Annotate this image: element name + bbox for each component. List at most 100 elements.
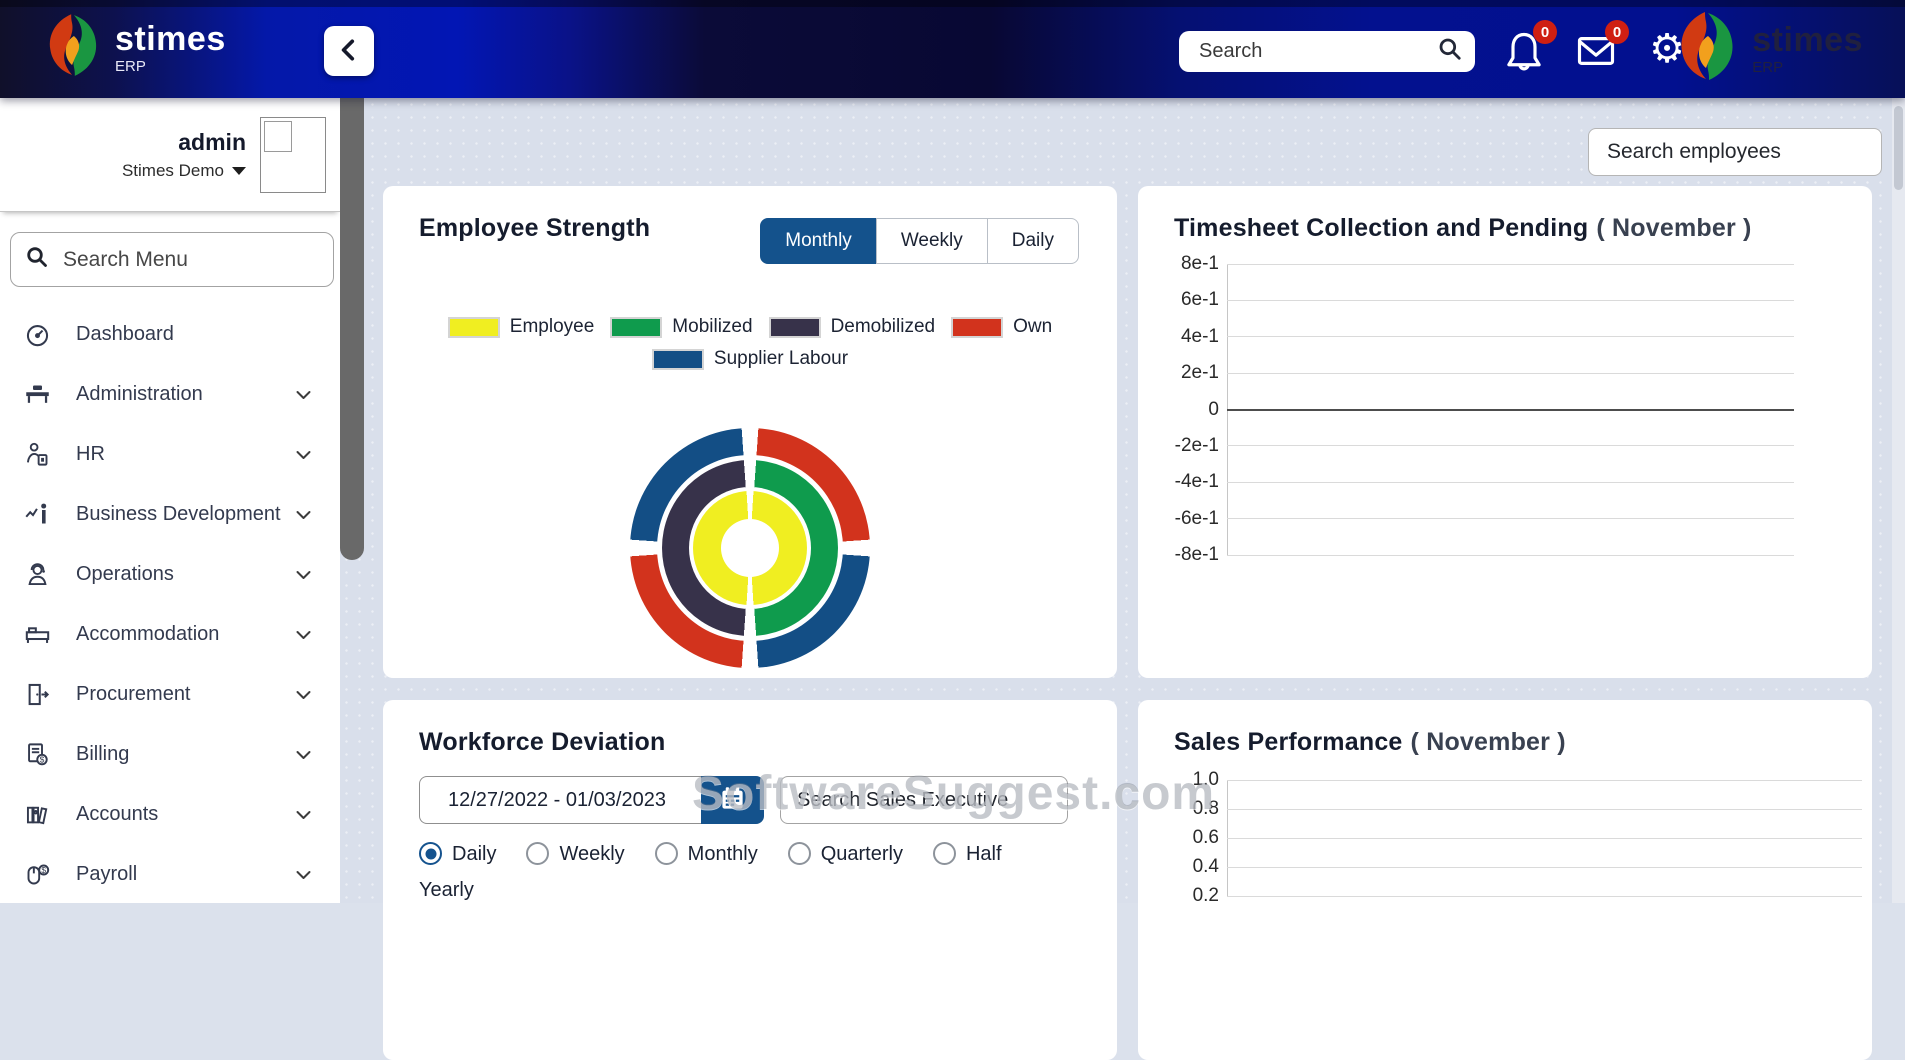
- gridline: [1227, 263, 1794, 265]
- sales-performance-title: Sales Performance( November ): [1174, 728, 1566, 756]
- chart-tick: 0.2: [1160, 885, 1862, 907]
- operator-icon: [24, 561, 51, 588]
- avatar: [260, 116, 326, 193]
- period-daily-button[interactable]: Daily: [986, 218, 1079, 264]
- legend-swatch: [768, 316, 821, 338]
- radio-label: Half Yearly: [419, 843, 1002, 901]
- calendar-button[interactable]: [701, 776, 764, 824]
- radio-circle-icon: [654, 842, 678, 865]
- ledger-icon: [24, 801, 51, 828]
- sidebar-item-operations[interactable]: Operations: [0, 544, 340, 604]
- door-icon: [24, 681, 51, 708]
- gear-icon: ⚙: [1649, 27, 1685, 71]
- y-axis-tick-label: -6e-1: [1174, 507, 1219, 529]
- legend-label: Demobilized: [830, 316, 936, 337]
- sidebar-item-business-development[interactable]: Business Development: [0, 484, 340, 544]
- page-scrollbar-thumb[interactable]: [1894, 106, 1903, 190]
- payroll-icon: $: [24, 861, 51, 888]
- sidebar-item-administration[interactable]: Administration: [0, 364, 340, 424]
- sidebar-item-accommodation[interactable]: Accommodation: [0, 604, 340, 664]
- y-axis-tick-label: 2e-1: [1180, 362, 1219, 384]
- radio-label: Daily: [452, 843, 497, 865]
- chart-tick: 4e-1: [1160, 326, 1794, 348]
- timesheet-period: ( November ): [1596, 214, 1752, 242]
- notifications-button[interactable]: 0: [1502, 20, 1557, 77]
- gridline: [1227, 372, 1794, 374]
- sidebar-item-payroll[interactable]: $ Payroll: [0, 844, 340, 904]
- sidebar-item-billing[interactable]: $ Billing: [0, 724, 340, 784]
- sales-performance-period: ( November ): [1410, 728, 1566, 756]
- sales-performance-chart: 1.0 0.8 0.6 0.4 0.2: [1160, 769, 1862, 906]
- legend-row: Supplier Labour: [651, 348, 848, 370]
- bed-icon: [24, 621, 51, 648]
- timesheet-title: Timesheet Collection and Pending( Novemb…: [1174, 214, 1752, 242]
- legend-swatch: [610, 316, 663, 338]
- settings-button[interactable]: ⚙: [1644, 26, 1690, 72]
- y-axis-tick-label: 0.6: [1192, 827, 1219, 848]
- sidebar-item-dashboard[interactable]: Dashboard: [0, 304, 340, 364]
- sidebar-item-hr[interactable]: HR: [0, 424, 340, 484]
- gridline: [1227, 837, 1862, 839]
- caret-down-icon: [232, 166, 246, 175]
- navbar-search-input[interactable]: [1197, 39, 1437, 64]
- legend-item-mobilized: Mobilized: [610, 316, 753, 338]
- search-icon[interactable]: [1437, 36, 1463, 67]
- desk-icon: [24, 381, 51, 408]
- legend-swatch: [651, 348, 704, 370]
- chevron-down-icon: [295, 868, 312, 880]
- sidebar-item-accounts[interactable]: Accounts: [0, 784, 340, 844]
- period-weekly-button[interactable]: Weekly: [875, 218, 988, 264]
- user-block: admin Stimes Demo: [0, 98, 340, 212]
- chart-tick: 0.8: [1160, 798, 1862, 820]
- page-scrollbar[interactable]: [1892, 98, 1905, 903]
- y-axis-tick-label: 6e-1: [1180, 289, 1219, 311]
- org-selector[interactable]: Stimes Demo: [122, 161, 246, 181]
- chevron-down-icon: [295, 808, 312, 820]
- frequency-radio-group: Daily Weekly Monthly Quarterly Half Yearly: [419, 836, 1033, 908]
- sidebar-collapse-button[interactable]: [324, 26, 374, 76]
- timesheet-chart: 8e-1 6e-1 4e-1 2e-1 0 -2e-1 -4e-1 -6e-1 -8e-1: [1160, 253, 1794, 565]
- gridline: [1227, 336, 1794, 338]
- period-monthly-button[interactable]: Monthly: [760, 218, 877, 264]
- y-axis-tick-label: 0.4: [1192, 856, 1219, 877]
- date-range-input[interactable]: [419, 776, 701, 824]
- sidebar-item-label: Operations: [76, 562, 174, 585]
- top-navbar: stimes ERP 0 0 ⚙: [0, 0, 1905, 98]
- radio-quarterly[interactable]: Quarterly: [787, 842, 903, 865]
- chevron-down-icon: [295, 748, 312, 760]
- legend-label: Mobilized: [672, 316, 753, 337]
- calendar-icon: [719, 785, 746, 815]
- chart-tick: -6e-1: [1160, 508, 1794, 530]
- chart-tick: 0: [1160, 399, 1794, 421]
- legend-item-employee: Employee: [447, 316, 594, 338]
- legend-row: Employee Mobilized Demobilized Own: [447, 316, 1052, 338]
- bell-icon: [1502, 32, 1546, 77]
- sales-performance-card: Sales Performance( November ) 1.0 0.8 0.6 0…: [1138, 700, 1872, 1060]
- y-axis-tick-label: 0.2: [1192, 885, 1219, 906]
- y-axis-tick-label: -2e-1: [1174, 434, 1219, 456]
- brand-right-name: stimes: [1752, 20, 1863, 59]
- sidebar-item-label: Procurement: [76, 682, 191, 705]
- radio-weekly[interactable]: Weekly: [526, 842, 625, 865]
- radio-half-yearly[interactable]: Half Yearly: [419, 842, 1002, 901]
- employee-search-input[interactable]: [1588, 128, 1882, 176]
- sidebar-item-label: Accounts: [76, 802, 159, 825]
- navbar-search: [1179, 31, 1475, 72]
- legend-swatch: [951, 316, 1004, 338]
- chevron-down-icon: [295, 688, 312, 700]
- sidebar-item-label: Dashboard: [76, 322, 174, 345]
- y-axis-tick-label: 4e-1: [1180, 325, 1219, 347]
- sidebar-scrollbar[interactable]: [340, 98, 364, 560]
- radio-monthly[interactable]: Monthly: [654, 842, 758, 865]
- sales-executive-search-input[interactable]: [780, 776, 1068, 824]
- hr-badge-icon: [24, 441, 51, 468]
- messages-button[interactable]: 0: [1574, 20, 1629, 75]
- sidebar-menu: Dashboard Administration HR Business Develo…: [0, 304, 340, 904]
- radio-daily[interactable]: Daily: [419, 842, 497, 865]
- menu-search: [10, 232, 334, 287]
- radio-circle-icon: [932, 842, 956, 865]
- workforce-controls: [419, 776, 1068, 824]
- sidebar-item-label: Billing: [76, 742, 130, 765]
- menu-search-input[interactable]: [61, 246, 319, 273]
- sidebar-item-procurement[interactable]: Procurement: [0, 664, 340, 724]
